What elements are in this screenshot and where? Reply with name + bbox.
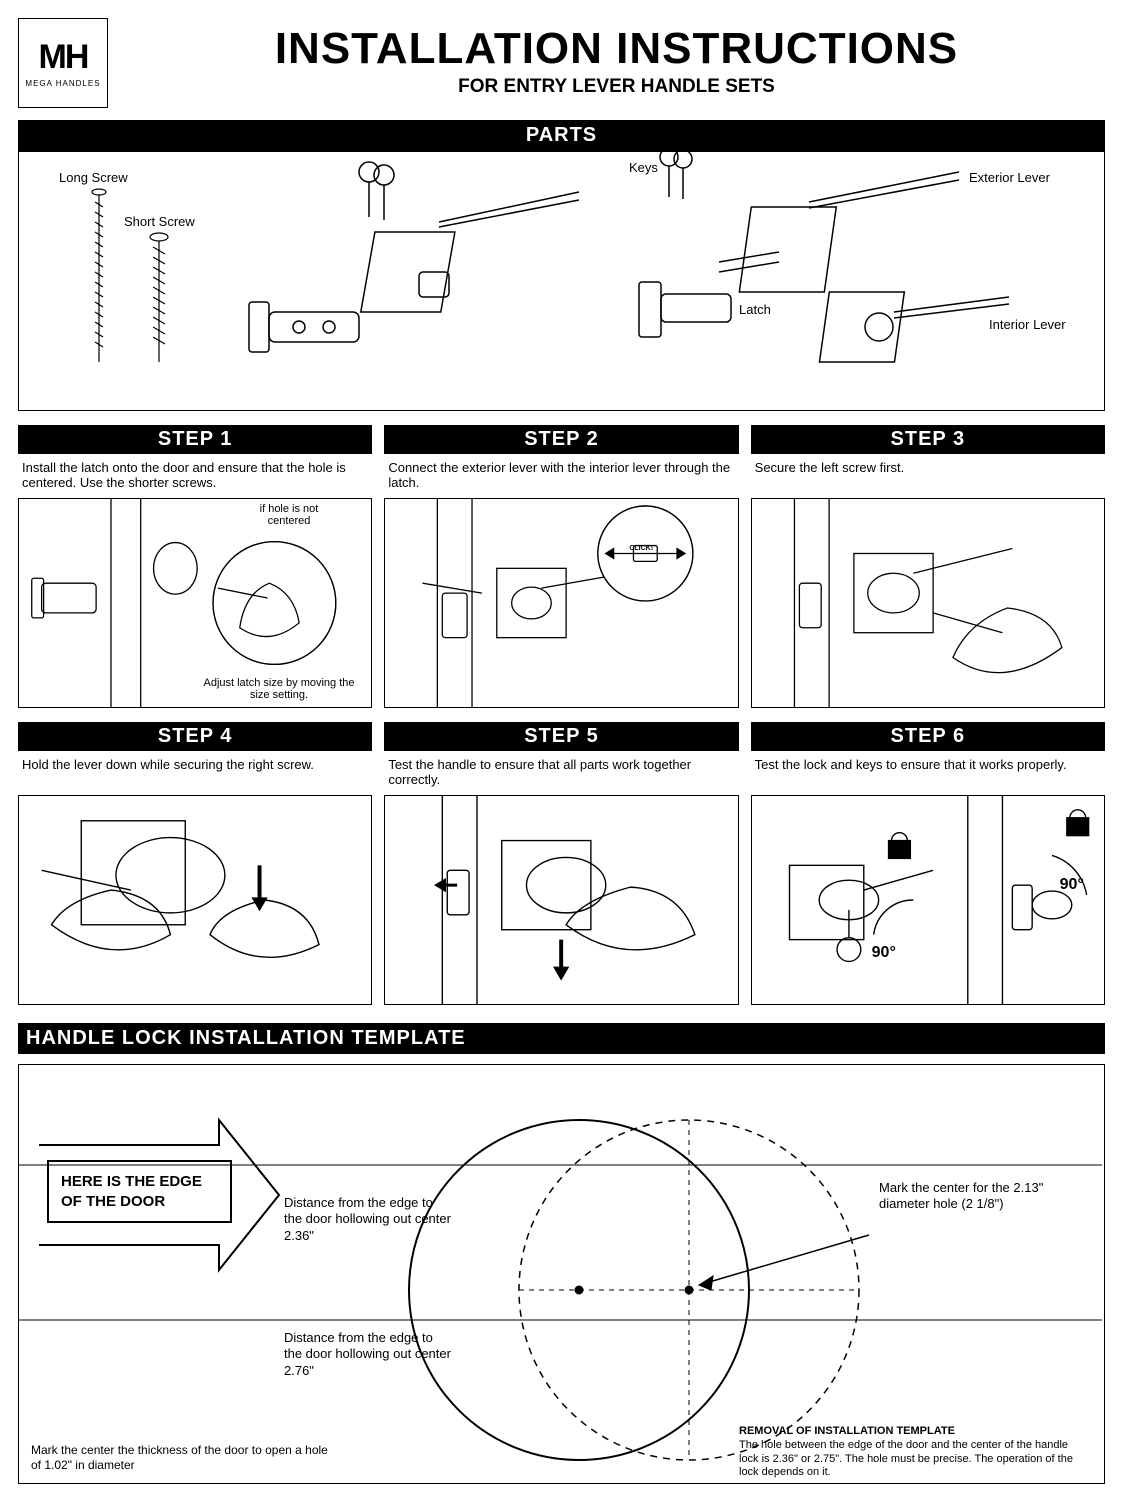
step-5-svg [385, 796, 737, 1004]
step-6-text: Test the lock and keys to ensure that it… [751, 751, 1105, 795]
template-mark-thickness-text: Mark the center the thickness of the doo… [31, 1443, 328, 1472]
step-2-title: STEP 2 [384, 425, 738, 454]
template-dist1-text: Distance from the edge to the door hollo… [284, 1195, 451, 1243]
step-3-text: Secure the left screw first. [751, 454, 1105, 498]
step-4-title: STEP 4 [18, 722, 372, 751]
step-4-svg [19, 796, 371, 1004]
label-short-screw: Short Screw [124, 214, 195, 229]
label-long-screw: Long Screw [59, 170, 128, 185]
template-diagram: HERE IS THE EDGE OF THE DOOR Distance fr… [18, 1064, 1105, 1484]
template-mark-center-text: Mark the center for the 2.13" diameter h… [879, 1180, 1043, 1211]
page: MH MEGA HANDLES INSTALLATION INSTRUCTION… [0, 0, 1123, 1502]
template-dist2-text: Distance from the edge to the door hollo… [284, 1330, 451, 1378]
template-removal-text: The hole between the edge of the door an… [739, 1439, 1073, 1479]
logo-brand: MEGA HANDLES [25, 79, 100, 88]
step-4-figure [18, 795, 372, 1005]
edge-label: HERE IS THE EDGE OF THE DOOR [47, 1160, 232, 1223]
step-6-title: STEP 6 [751, 722, 1105, 751]
step-4: STEP 4 Hold the lever down while securin… [18, 722, 372, 1005]
step-6-angle-2: 90° [1060, 876, 1084, 894]
steps-row-2: STEP 4 Hold the lever down while securin… [18, 722, 1105, 1005]
label-interior-lever: Interior Lever [989, 317, 1066, 332]
step-2-click: CLICK! [629, 545, 653, 552]
template-removal-title: REMOVAL OF INSTALLATION TEMPLATE [739, 1425, 955, 1437]
parts-diagram: Long Screw Short Screw Keys Exterior Lev… [18, 151, 1105, 411]
step-5-text: Test the handle to ensure that all parts… [384, 751, 738, 795]
template-mark-center: Mark the center for the 2.13" diameter h… [879, 1180, 1069, 1213]
step-2-figure: CLICK! [384, 498, 738, 708]
step-3: STEP 3 Secure the left screw first. [751, 425, 1105, 708]
step-6-angle-1: 90° [872, 944, 896, 962]
step-5-title: STEP 5 [384, 722, 738, 751]
step-1-svg [19, 499, 371, 707]
step-1-text: Install the latch onto the door and ensu… [18, 454, 372, 498]
step-1-note-centered: if hole is not centered [239, 503, 339, 527]
step-4-text: Hold the lever down while securing the r… [18, 751, 372, 795]
step-1-note-adjust: Adjust latch size by moving the size set… [199, 677, 359, 701]
sub-title: FOR ENTRY LEVER HANDLE SETS [128, 76, 1105, 98]
steps-row-1: STEP 1 Install the latch onto the door a… [18, 425, 1105, 708]
template-dist1: Distance from the edge to the door hollo… [284, 1195, 454, 1244]
main-title: INSTALLATION INSTRUCTIONS [128, 24, 1105, 74]
step-2-svg [385, 499, 737, 707]
step-6: STEP 6 Test the lock and keys to ensure … [751, 722, 1105, 1005]
template-svg [19, 1065, 1102, 1483]
step-1: STEP 1 Install the latch onto the door a… [18, 425, 372, 708]
step-1-title: STEP 1 [18, 425, 372, 454]
step-6-svg [752, 796, 1104, 1004]
step-3-title: STEP 3 [751, 425, 1105, 454]
label-exterior-lever: Exterior Lever [969, 170, 1050, 185]
parts-heading: PARTS [18, 120, 1105, 151]
step-6-figure: 90° 90° [751, 795, 1105, 1005]
template-mark-thickness: Mark the center the thickness of the doo… [31, 1443, 331, 1473]
step-5-figure [384, 795, 738, 1005]
template-dist2: Distance from the edge to the door hollo… [284, 1330, 454, 1379]
template-removal: REMOVAL OF INSTALLATION TEMPLATE The hol… [739, 1425, 1089, 1480]
header-row: MH MEGA HANDLES INSTALLATION INSTRUCTION… [18, 18, 1105, 108]
step-2-text: Connect the exterior lever with the inte… [384, 454, 738, 498]
step-3-svg [752, 499, 1104, 707]
template-heading: HANDLE LOCK INSTALLATION TEMPLATE [18, 1023, 1105, 1054]
step-1-figure: if hole is not centered Adjust latch siz… [18, 498, 372, 708]
logo-initials: MH [39, 38, 88, 77]
title-block: INSTALLATION INSTRUCTIONS FOR ENTRY LEVE… [128, 18, 1105, 98]
label-latch: Latch [739, 302, 771, 317]
parts-illustration [19, 152, 1104, 410]
step-2: STEP 2 Connect the exterior lever with t… [384, 425, 738, 708]
step-5: STEP 5 Test the handle to ensure that al… [384, 722, 738, 1005]
logo: MH MEGA HANDLES [18, 18, 108, 108]
label-keys: Keys [629, 160, 658, 175]
step-3-figure [751, 498, 1105, 708]
